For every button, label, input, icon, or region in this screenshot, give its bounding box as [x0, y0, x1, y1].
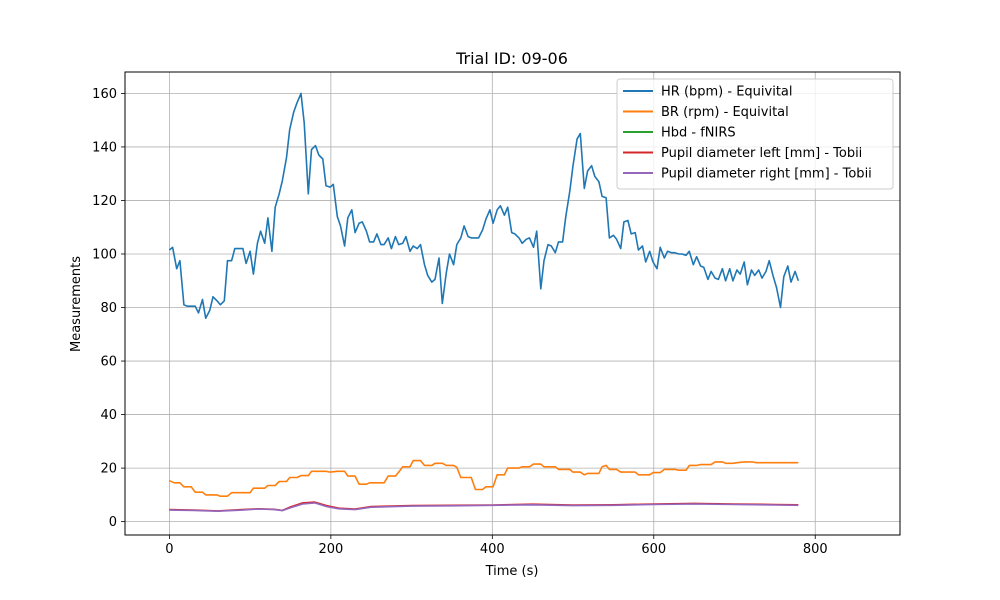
- x-tick-label: 0: [165, 542, 173, 557]
- x-tick-label: 800: [803, 542, 828, 557]
- series-line-1: [169, 459, 799, 497]
- y-tick-label: 160: [92, 87, 117, 102]
- ticks: 0 200 400 600 800 0 20 40 60 80 100 120 140 160: [92, 87, 827, 557]
- y-tick-label: 0: [109, 515, 117, 530]
- series-line-0: [168, 92, 800, 319]
- series-lines: [168, 92, 800, 512]
- y-tick-label: 20: [100, 462, 117, 477]
- x-tick-label: 400: [480, 542, 505, 557]
- legend-label-0: HR (bpm) - Equivital: [661, 85, 793, 100]
- legend-label-2: Hbd - fNIRS: [661, 126, 736, 141]
- legend-box: [616, 78, 894, 190]
- grid: [125, 72, 900, 535]
- legend-label-3: Pupil diameter left [mm] - Tobii: [661, 146, 862, 161]
- y-tick-label: 120: [92, 194, 117, 209]
- x-tick-label: 600: [641, 542, 666, 557]
- y-tick-label: 100: [92, 247, 117, 262]
- series-line-4: [169, 502, 799, 512]
- y-tick-label: 140: [92, 140, 117, 155]
- y-tick-label: 80: [100, 301, 117, 316]
- x-tick-label: 200: [318, 542, 343, 557]
- legend-label-4: Pupil diameter right [mm] - Tobii: [661, 167, 872, 182]
- plot-frame: [124, 71, 901, 536]
- y-tick-label: 60: [100, 355, 117, 370]
- x-axis-label: Time (s): [485, 564, 539, 579]
- legend: HR (bpm) - Equivital BR (rpm) - Equivital…: [616, 78, 894, 190]
- chart-title: Trial ID: 09-06: [455, 49, 568, 68]
- y-tick-label: 40: [100, 408, 117, 423]
- y-axis-label: Measurements: [69, 256, 84, 352]
- legend-label-1: BR (rpm) - Equivital: [661, 105, 789, 120]
